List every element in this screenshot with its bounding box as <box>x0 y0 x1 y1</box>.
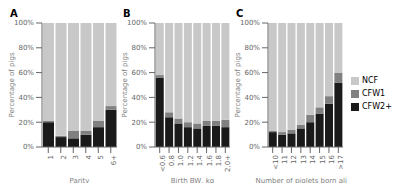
svg-text:1.4: 1.4 <box>196 154 204 166</box>
svg-text:<10: <10 <box>272 155 280 170</box>
svg-text:1: 1 <box>47 155 55 159</box>
svg-text:80%: 80% <box>244 44 260 52</box>
html-text:CFW1: CFW1 <box>362 89 386 98</box>
svg-text:5: 5 <box>97 155 105 159</box>
html-text:A: A <box>10 8 18 19</box>
svg-text:Birth BW, kg: Birth BW, kg <box>171 177 214 183</box>
svg-text:3: 3 <box>72 155 80 159</box>
svg-text:40%: 40% <box>244 94 260 102</box>
svg-text:20%: 20% <box>131 119 147 127</box>
svg-text:>17: >17 <box>337 155 345 170</box>
svg-text:40%: 40% <box>18 94 34 102</box>
svg-text:100%: 100% <box>240 19 260 27</box>
svg-text:1.8: 1.8 <box>215 155 223 166</box>
svg-text:80%: 80% <box>18 44 34 52</box>
html-text:NCF: NCF <box>362 76 379 85</box>
svg-text:1.6: 1.6 <box>206 154 214 166</box>
svg-text:60%: 60% <box>131 69 147 77</box>
svg-text:1.2: 1.2 <box>187 155 195 166</box>
svg-text:40%: 40% <box>131 94 147 102</box>
svg-text:20%: 20% <box>244 119 260 127</box>
svg-text:Number of piglets born alive: Number of piglets born alive <box>256 177 347 183</box>
svg-text:13: 13 <box>300 155 308 164</box>
svg-text:Parity: Parity <box>70 177 90 183</box>
svg-text:100%: 100% <box>14 19 34 27</box>
svg-text:14: 14 <box>309 154 317 163</box>
svg-text:80%: 80% <box>131 44 147 52</box>
svg-text:60%: 60% <box>244 69 260 77</box>
svg-text:15: 15 <box>319 155 327 164</box>
svg-text:12: 12 <box>290 155 298 164</box>
svg-text:60%: 60% <box>18 69 34 77</box>
svg-text:0%: 0% <box>136 143 147 151</box>
svg-text:4: 4 <box>85 154 93 159</box>
svg-text:Percentage of pigs: Percentage of pigs <box>234 52 242 117</box>
svg-text:11: 11 <box>281 155 289 164</box>
svg-text:0.8: 0.8 <box>168 155 176 166</box>
html-text:CFW2+: CFW2+ <box>362 102 392 111</box>
svg-text:2.0+: 2.0+ <box>224 155 232 172</box>
svg-text:1.0: 1.0 <box>177 155 185 166</box>
svg-text:2: 2 <box>60 155 68 159</box>
svg-text:Percentage of pigs: Percentage of pigs <box>8 52 16 117</box>
svg-text:100%: 100% <box>127 19 147 27</box>
html-text:C: C <box>236 8 244 19</box>
svg-text:<0.6: <0.6 <box>159 154 167 172</box>
svg-text:0%: 0% <box>249 143 260 151</box>
svg-text:20%: 20% <box>18 119 34 127</box>
svg-text:0%: 0% <box>23 143 34 151</box>
svg-text:Percentage of pigs: Percentage of pigs <box>121 52 129 117</box>
svg-text:16: 16 <box>328 154 336 163</box>
html-text:B: B <box>123 8 131 19</box>
svg-text:6+: 6+ <box>110 155 118 165</box>
